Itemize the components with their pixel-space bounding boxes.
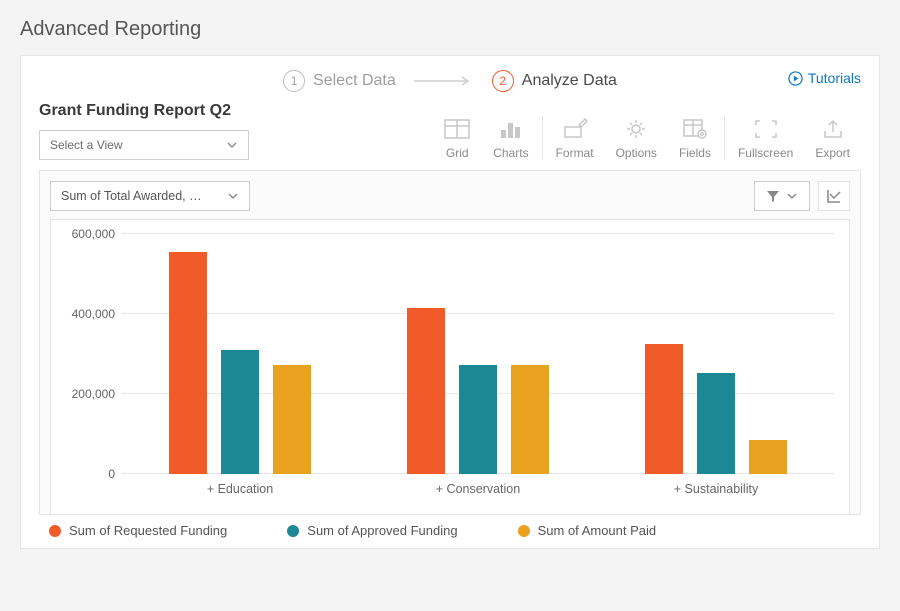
x-axis-labels: + Education+ Conservation+ Sustainabilit…: [121, 474, 835, 508]
bar[interactable]: [221, 350, 259, 474]
y-axis-label: 400,000: [63, 307, 115, 321]
tool-options[interactable]: Options: [605, 117, 668, 160]
toolbar-separator: [724, 116, 725, 160]
view-select[interactable]: Select a View: [39, 130, 249, 160]
bar[interactable]: [273, 365, 311, 474]
bar-group: [121, 234, 359, 474]
chart-area: 0200,000400,000600,000 + Education+ Cons…: [50, 219, 850, 514]
wizard-arrow-icon: [414, 76, 474, 86]
tool-label: Fields: [679, 146, 711, 160]
bar[interactable]: [459, 365, 497, 474]
tutorials-link[interactable]: Tutorials: [788, 70, 861, 86]
bar[interactable]: [697, 373, 735, 474]
wizard-step-select-data[interactable]: 1 Select Data: [283, 70, 396, 92]
export-icon: [819, 117, 847, 141]
wizard: 1 Select Data 2 Analyze Data Tutorials: [21, 56, 879, 102]
y-axis-label: 200,000: [63, 387, 115, 401]
tutorials-label: Tutorials: [808, 70, 861, 86]
legend-swatch: [287, 525, 299, 537]
legend-item[interactable]: Sum of Amount Paid: [518, 523, 657, 538]
chart-type-button[interactable]: [818, 181, 850, 211]
chevron-down-icon: [226, 139, 238, 151]
tool-format[interactable]: Format: [545, 117, 605, 160]
step-label: Select Data: [313, 72, 396, 90]
tool-label: Grid: [446, 146, 469, 160]
bar-group: [597, 234, 835, 474]
legend-swatch: [518, 525, 530, 537]
report-card: 1 Select Data 2 Analyze Data Tutorials G…: [20, 55, 880, 549]
chart-plot: 0200,000400,000600,000: [121, 234, 835, 474]
filter-button[interactable]: [754, 181, 810, 211]
chart-panel: Sum of Total Awarded, … 0200,000400,0006…: [39, 170, 861, 515]
chart-legend: Sum of Requested Funding Sum of Approved …: [21, 515, 879, 548]
y-axis-label: 600,000: [63, 227, 115, 241]
chevron-down-icon: [786, 190, 798, 202]
tool-label: Export: [815, 146, 850, 160]
tool-export[interactable]: Export: [804, 117, 861, 160]
step-number: 1: [283, 70, 305, 92]
report-title: Grant Funding Report Q2: [39, 102, 249, 120]
tool-charts[interactable]: Charts: [482, 117, 539, 160]
legend-label: Sum of Approved Funding: [307, 523, 457, 538]
bar-chart-icon: [497, 117, 525, 141]
tool-label: Fullscreen: [738, 146, 793, 160]
step-number: 2: [492, 70, 514, 92]
bar[interactable]: [511, 365, 549, 474]
wizard-step-analyze-data[interactable]: 2 Analyze Data: [492, 70, 617, 92]
tool-fields[interactable]: Fields: [668, 117, 722, 160]
chevron-down-icon: [227, 190, 239, 202]
view-select-placeholder: Select a View: [50, 138, 123, 152]
legend-label: Sum of Amount Paid: [538, 523, 657, 538]
fullscreen-icon: [752, 117, 780, 141]
bar[interactable]: [645, 344, 683, 474]
legend-item[interactable]: Sum of Requested Funding: [49, 523, 227, 538]
tool-label: Options: [616, 146, 657, 160]
tool-label: Charts: [493, 146, 528, 160]
tool-grid[interactable]: Grid: [432, 117, 482, 160]
toolbar: Grid Charts Format Options Fields: [432, 116, 861, 160]
y-axis-label: 0: [63, 467, 115, 481]
x-axis-label[interactable]: + Sustainability: [597, 474, 835, 508]
play-circle-icon: [788, 71, 803, 86]
gear-icon: [622, 117, 650, 141]
x-axis-label[interactable]: + Education: [121, 474, 359, 508]
page-title: Advanced Reporting: [20, 18, 880, 41]
bar[interactable]: [169, 252, 207, 474]
fields-icon: [681, 117, 709, 141]
chart-corner-icon: [826, 188, 842, 204]
legend-item[interactable]: Sum of Approved Funding: [287, 523, 457, 538]
measure-select-label: Sum of Total Awarded, …: [61, 189, 202, 203]
tool-label: Format: [556, 146, 594, 160]
legend-label: Sum of Requested Funding: [69, 523, 227, 538]
tool-fullscreen[interactable]: Fullscreen: [727, 117, 804, 160]
bar[interactable]: [749, 440, 787, 474]
bar[interactable]: [407, 308, 445, 474]
measure-select[interactable]: Sum of Total Awarded, …: [50, 181, 250, 211]
grid-icon: [443, 117, 471, 141]
legend-swatch: [49, 525, 61, 537]
x-axis-label[interactable]: + Conservation: [359, 474, 597, 508]
filter-icon: [766, 189, 780, 203]
toolbar-separator: [542, 116, 543, 160]
format-icon: [561, 117, 589, 141]
bar-group: [359, 234, 597, 474]
step-label: Analyze Data: [522, 72, 617, 90]
